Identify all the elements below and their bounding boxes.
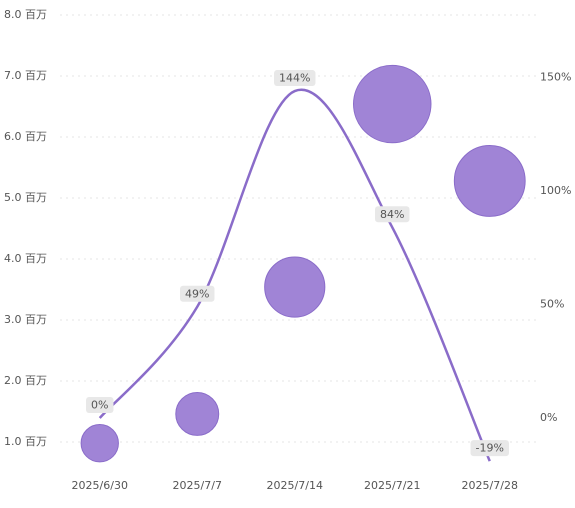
y-tick-label: 5.0 百万	[4, 191, 47, 204]
x-tick-label: 2025/6/30	[72, 479, 128, 492]
data-label-bg	[180, 285, 215, 302]
x-tick-label: 2025/7/14	[267, 479, 323, 492]
y2-tick-label: 0%	[540, 411, 557, 424]
x-tick-label: 2025/7/7	[173, 479, 222, 492]
data-label: 144%	[279, 72, 310, 85]
y2-tick-label: 100%	[540, 184, 571, 197]
data-label-group: 84%	[375, 206, 410, 223]
bubble	[264, 256, 326, 318]
data-label: 49%	[185, 287, 209, 300]
bubble	[175, 391, 220, 436]
x-tick-label: 2025/7/28	[462, 479, 518, 492]
y-tick-label: 7.0 百万	[4, 69, 47, 82]
data-label-bg	[375, 206, 410, 223]
y-tick-label: 4.0 百万	[4, 252, 47, 265]
data-label: -19%	[476, 442, 504, 455]
data-label-group: 144%	[274, 70, 316, 87]
data-label-bg	[274, 70, 316, 87]
bubble	[353, 64, 432, 144]
data-label-group: 0%	[86, 397, 114, 414]
data-label: 84%	[380, 208, 404, 221]
bubble	[80, 424, 119, 463]
data-label-group: -19%	[470, 440, 509, 457]
y2-tick-label: 50%	[540, 297, 564, 310]
bubble	[453, 145, 526, 217]
y-tick-label: 1.0 百万	[4, 435, 47, 448]
data-label: 0%	[91, 399, 108, 412]
data-label-group: 49%	[180, 285, 215, 302]
data-label-bg	[470, 440, 509, 457]
y-tick-label: 3.0 百万	[4, 313, 47, 326]
y-tick-label: 2.0 百万	[4, 374, 47, 387]
y-tick-label: 8.0 百万	[4, 8, 47, 21]
y2-tick-label: 150%	[540, 70, 571, 83]
line	[98, 88, 491, 462]
data-label-bg	[86, 397, 114, 414]
y-tick-label: 6.0 百万	[4, 130, 47, 143]
x-tick-label: 2025/7/21	[364, 479, 420, 492]
